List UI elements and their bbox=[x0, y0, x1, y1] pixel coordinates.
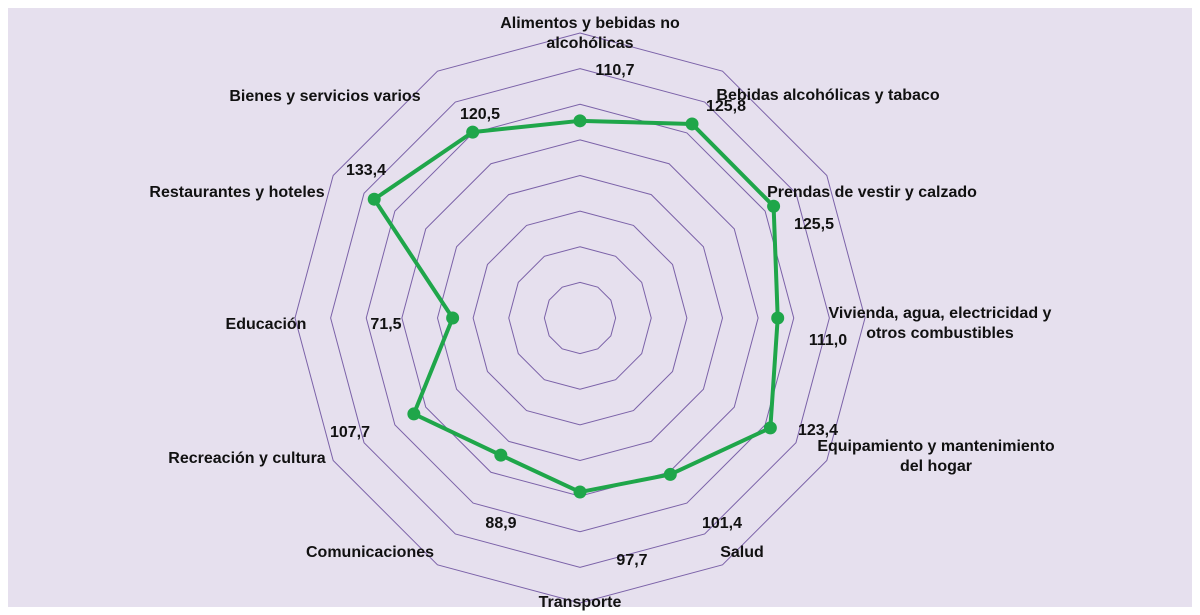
data-point bbox=[763, 421, 777, 435]
value-label: 125,5 bbox=[793, 216, 835, 233]
value-label: 107,7 bbox=[329, 424, 371, 441]
category-label: Recreación y cultura bbox=[168, 450, 326, 467]
data-point bbox=[446, 311, 460, 325]
data-point bbox=[367, 192, 381, 206]
data-point bbox=[466, 125, 480, 139]
value-label: 97,7 bbox=[616, 552, 648, 569]
value-label: 71,5 bbox=[370, 316, 402, 333]
data-point bbox=[407, 407, 421, 421]
category-label: Transporte bbox=[538, 594, 622, 611]
data-point bbox=[685, 117, 699, 131]
category-label: Educación bbox=[225, 316, 307, 333]
value-label: 111,0 bbox=[808, 332, 848, 349]
value-label: 120,5 bbox=[459, 106, 501, 123]
value-label: 133,4 bbox=[345, 162, 387, 179]
data-point bbox=[573, 114, 587, 128]
category-label: Bienes y servicios varios bbox=[229, 88, 421, 105]
category-label: Salud bbox=[720, 544, 764, 561]
value-label: 101,4 bbox=[701, 515, 743, 532]
category-label: Equipamiento y mantenimiento del hogar bbox=[817, 438, 1055, 475]
grid-ring bbox=[508, 246, 652, 390]
grid-ring bbox=[472, 210, 688, 426]
data-point bbox=[494, 448, 508, 462]
value-label: 123,4 bbox=[797, 422, 839, 439]
plot-background bbox=[8, 8, 1192, 607]
grid-ring bbox=[365, 103, 795, 533]
value-label: 125,8 bbox=[705, 98, 747, 115]
grid-ring bbox=[330, 68, 830, 568]
category-label: Vivienda, agua, electricidad y otros com… bbox=[828, 305, 1052, 342]
grid-ring bbox=[436, 174, 724, 462]
data-point bbox=[573, 485, 587, 499]
value-label: 88,9 bbox=[485, 515, 517, 532]
data-point bbox=[663, 467, 677, 481]
category-label: Prendas de vestir y calzado bbox=[767, 184, 977, 201]
category-label: Comunicaciones bbox=[305, 544, 435, 561]
grid-ring bbox=[543, 281, 617, 355]
data-point bbox=[771, 311, 785, 325]
category-label: Bebidas alcohólicas y tabaco bbox=[716, 87, 940, 104]
grid-ring bbox=[294, 32, 866, 604]
category-label: Alimentos y bebidas no alcohólicas bbox=[500, 15, 680, 52]
data-point bbox=[767, 199, 781, 213]
category-label: Restaurantes y hoteles bbox=[149, 184, 325, 201]
value-label: 110,7 bbox=[595, 62, 635, 79]
